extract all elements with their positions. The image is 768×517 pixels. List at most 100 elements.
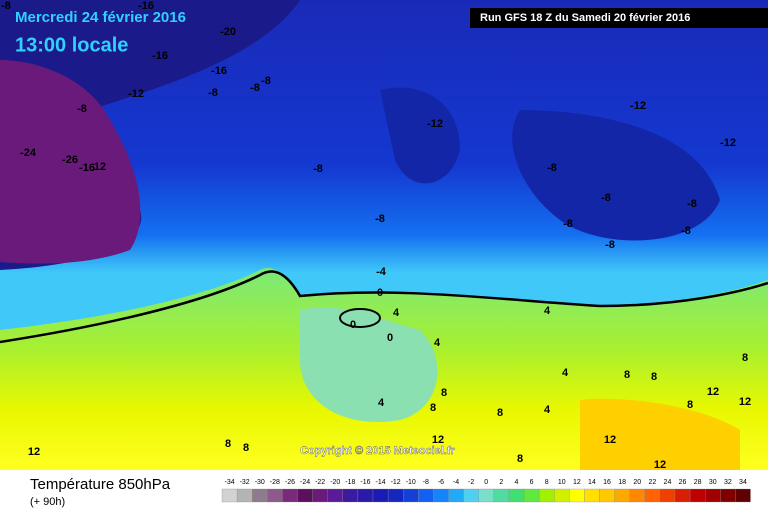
scale-label: 22	[648, 479, 656, 486]
contour-label: -8	[547, 162, 557, 174]
scale-swatch	[297, 488, 313, 503]
contour-label: 8	[624, 369, 630, 381]
cold-core	[380, 87, 720, 241]
iberia-cool	[300, 307, 438, 422]
contour-label: 0	[387, 332, 393, 344]
scale-label: -26	[285, 479, 295, 486]
contour-label: 8	[497, 407, 503, 419]
contour-label: 4	[393, 307, 400, 319]
scale-label: 12	[573, 479, 581, 486]
scale-swatch	[387, 488, 404, 503]
scale-label: -18	[345, 479, 355, 486]
contour-labels: -8 -16-20-16-16-8-8-8-12-8-24-26-1612-12-…	[1, 0, 751, 471]
contour-label: 8	[441, 387, 447, 399]
run-info: Run GFS 18 Z du Samedi 20 février 2016	[480, 12, 690, 24]
scale-swatch	[569, 488, 585, 503]
contour-label: 8	[517, 453, 523, 465]
scale-label: -16	[360, 479, 370, 486]
contour-label: -8	[208, 87, 218, 99]
scale-swatch	[463, 488, 479, 503]
scale-swatch	[735, 488, 751, 503]
scale-swatch	[674, 488, 691, 503]
scale-swatch	[282, 488, 298, 503]
scale-label: 16	[603, 479, 611, 486]
contour-label: -12	[720, 137, 736, 149]
contour-label: -8	[1, 0, 11, 12]
legend-lead: (+ 90h)	[30, 496, 65, 508]
scale-label: -20	[330, 479, 340, 486]
contour-label: -8	[605, 239, 615, 251]
zero-isotherm-loop	[339, 308, 381, 328]
scale-swatch	[629, 488, 645, 503]
contour-label: 12	[604, 434, 616, 446]
scale-label: 8	[545, 479, 549, 486]
contour-label: -12	[128, 88, 144, 100]
scale-label: -24	[300, 479, 310, 486]
contour-label: 4	[544, 305, 551, 317]
contour-label: 12	[94, 161, 106, 173]
scale-swatch	[538, 488, 555, 503]
scale-label: 30	[709, 479, 717, 486]
contour-label: -12	[427, 118, 443, 130]
scale-swatch	[584, 488, 600, 503]
scale-swatch	[433, 488, 449, 503]
scale-label: 34	[739, 479, 747, 486]
contour-label: -8	[563, 218, 573, 230]
scale-swatch	[659, 488, 676, 503]
contour-label: 4	[434, 337, 441, 349]
scale-label: -34	[224, 479, 234, 486]
contour-label: 8	[651, 371, 657, 383]
contour-label: 12	[707, 386, 719, 398]
contour-label: 8	[243, 442, 249, 454]
scale-swatch	[312, 488, 328, 503]
contour-label: -26	[62, 154, 78, 166]
scale-label: -6	[438, 479, 444, 486]
contour-label: -8	[601, 192, 611, 204]
contour-label: 0	[350, 319, 356, 331]
contour-label: 4	[378, 397, 385, 409]
scale-swatch	[357, 488, 374, 503]
scale-swatch	[252, 488, 268, 503]
scale-label: -4	[453, 479, 459, 486]
zero-isotherm	[0, 270, 768, 344]
scale-label: 0	[484, 479, 488, 486]
contour-label: 12	[28, 446, 40, 458]
contour-label: -8	[261, 75, 271, 87]
contour-label: 8	[687, 399, 693, 411]
contour-label: -8	[687, 198, 697, 210]
contour-label: 8	[742, 352, 748, 364]
color-scale: -34 -32 -30 -28 -26 -24 -22 -20 -18 -16 -14 -12 -10-…	[221, 479, 751, 503]
scale-label: -2	[468, 479, 474, 486]
scale-label: 28	[694, 479, 702, 486]
scale-swatch	[342, 488, 359, 503]
scale-swatch	[644, 488, 661, 503]
scale-swatch	[493, 488, 510, 503]
contour-label: 12	[432, 434, 444, 446]
warm-core	[580, 398, 740, 470]
scale-swatch	[523, 488, 540, 503]
scale-swatch	[614, 488, 630, 503]
scale-label: -12	[391, 479, 401, 486]
scale-label: -10	[406, 479, 416, 486]
scale-swatch	[478, 488, 494, 503]
scale-swatch	[403, 488, 419, 503]
scale-swatch	[327, 488, 343, 503]
contour-label: 12	[654, 459, 666, 471]
forecast-date: Mercredi 24 février 2016	[15, 9, 186, 26]
contour-label: 4	[544, 404, 551, 416]
scale-label: 32	[724, 479, 732, 486]
scale-label: 10	[558, 479, 566, 486]
scale-swatch	[448, 488, 464, 503]
run-box	[470, 8, 768, 28]
forecast-time: 13:00 locale	[15, 34, 128, 56]
scale-label: 14	[588, 479, 596, 486]
scale-label: -28	[270, 479, 280, 486]
contour-label: -24	[20, 147, 37, 159]
scale-label: 6	[530, 479, 534, 486]
scale-label: 24	[664, 479, 672, 486]
contour-label: -20	[220, 26, 236, 38]
scale-label: -22	[315, 479, 325, 486]
contour-label: 4	[562, 367, 569, 379]
scale-label: 4	[514, 479, 518, 486]
